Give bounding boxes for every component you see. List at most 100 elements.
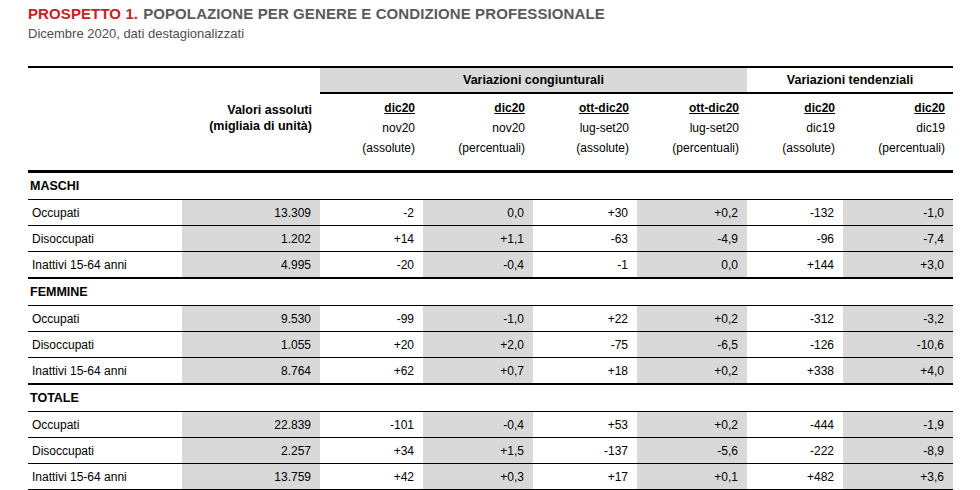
cell-value: -0,4 <box>423 252 533 279</box>
group-header-tendenziali: Variazioni tendenziali <box>747 67 953 93</box>
cell-value: 0,0 <box>423 200 533 226</box>
section-header-maschi: MASCHI <box>28 172 953 200</box>
period-denominator: nov20 <box>423 118 525 138</box>
page-title-text: POPOLAZIONE PER GENERE E CONDIZIONE PROF… <box>143 5 605 22</box>
cell-value: -1 <box>533 252 637 279</box>
cell-value: -2 <box>320 200 423 226</box>
period-numerator: ott-dic20 <box>533 98 629 118</box>
cell-value: 0,0 <box>637 252 747 279</box>
period-numerator: dic20 <box>843 98 945 118</box>
row-label: Occupati <box>28 412 182 438</box>
cell-value: +53 <box>533 412 637 438</box>
cell-value: -63 <box>533 226 637 252</box>
cell-value: -3,2 <box>843 306 953 332</box>
cell-value: +4,0 <box>843 358 953 385</box>
cell-value: +30 <box>533 200 637 226</box>
column-header-ottdic20-lugset20-percentuali: ott-dic20 lug-set20 (percentuali) <box>637 93 747 172</box>
period-numerator: dic20 <box>320 98 415 118</box>
cell-value: 8.764 <box>182 358 320 385</box>
table-row-totale-inattivi: Inattivi 15-64 anni 13.759 +42 +0,3 +17 … <box>28 464 953 490</box>
period-denominator: nov20 <box>320 118 415 138</box>
period-numerator: ott-dic20 <box>637 98 739 118</box>
cell-value: +17 <box>533 464 637 490</box>
cell-value: -8,9 <box>843 438 953 464</box>
cell-value: -132 <box>747 200 843 226</box>
cell-value: -75 <box>533 332 637 358</box>
cell-value: -126 <box>747 332 843 358</box>
cell-value: +0,3 <box>423 464 533 490</box>
corner-header-valori-assoluti: Valori assoluti (migliaia di unità) <box>28 93 320 172</box>
cell-value: +0,2 <box>637 200 747 226</box>
cell-value: +22 <box>533 306 637 332</box>
column-header-dic20-dic19-percentuali: dic20 dic19 (percentuali) <box>843 93 953 172</box>
cell-value: +34 <box>320 438 423 464</box>
period-denominator: dic19 <box>843 118 945 138</box>
period-denominator: lug-set20 <box>533 118 629 138</box>
section-header-label: TOTALE <box>28 384 953 412</box>
unit-label: (assolute) <box>747 138 835 158</box>
unit-label: (percentuali) <box>637 138 739 158</box>
cell-value: -10,6 <box>843 332 953 358</box>
column-header-ottdic20-lugset20-assolute: ott-dic20 lug-set20 (assolute) <box>533 93 637 172</box>
table-row-maschi-disoccupati: Disoccupati 1.202 +14 +1,1 -63 -4,9 -96 … <box>28 226 953 252</box>
period-denominator: lug-set20 <box>637 118 739 138</box>
unit-label: (percentuali) <box>423 138 525 158</box>
cell-value: -1,0 <box>843 200 953 226</box>
group-header-congiunturali: Variazioni congiunturali <box>320 67 747 93</box>
cell-value: -0,4 <box>423 412 533 438</box>
cell-value: -444 <box>747 412 843 438</box>
period-numerator: dic20 <box>423 98 525 118</box>
cell-value: +338 <box>747 358 843 385</box>
prospetto-number-label: PROSPETTO 1. <box>28 5 138 22</box>
table-row-femmine-occupati: Occupati 9.530 -99 -1,0 +22 +0,2 -312 -3… <box>28 306 953 332</box>
document-header: PROSPETTO 1. POPOLAZIONE PER GENERE E CON… <box>28 5 952 41</box>
row-label: Occupati <box>28 200 182 226</box>
cell-value: +0,1 <box>637 464 747 490</box>
row-label: Inattivi 15-64 anni <box>28 252 182 279</box>
table-row-femmine-inattivi: Inattivi 15-64 anni 8.764 +62 +0,7 +18 +… <box>28 358 953 385</box>
cell-value: +14 <box>320 226 423 252</box>
column-header-row: Valori assoluti (migliaia di unità) dic2… <box>28 93 953 172</box>
cell-value: +20 <box>320 332 423 358</box>
cell-value: -20 <box>320 252 423 279</box>
cell-value: 22.839 <box>182 412 320 438</box>
cell-value: -6,5 <box>637 332 747 358</box>
cell-value: 2.257 <box>182 438 320 464</box>
cell-value: -222 <box>747 438 843 464</box>
cell-value: -4,9 <box>637 226 747 252</box>
cell-value: 13.309 <box>182 200 320 226</box>
period-numerator: dic20 <box>747 98 835 118</box>
cell-value: 1.202 <box>182 226 320 252</box>
cell-value: +3,6 <box>843 464 953 490</box>
unit-label: (assolute) <box>320 138 415 158</box>
cell-value: +0,7 <box>423 358 533 385</box>
column-header-dic20-nov20-assolute: dic20 nov20 (assolute) <box>320 93 423 172</box>
cell-value: +0,2 <box>637 358 747 385</box>
cell-value: +482 <box>747 464 843 490</box>
cell-value: 9.530 <box>182 306 320 332</box>
section-header-totale: TOTALE <box>28 384 953 412</box>
unit-label: (assolute) <box>533 138 629 158</box>
cell-value: 1.055 <box>182 332 320 358</box>
column-header-dic20-nov20-percentuali: dic20 nov20 (percentuali) <box>423 93 533 172</box>
cell-value: 13.759 <box>182 464 320 490</box>
cell-value: -137 <box>533 438 637 464</box>
cell-value: -7,4 <box>843 226 953 252</box>
row-label: Disoccupati <box>28 226 182 252</box>
group-header-spacer <box>28 67 320 93</box>
cell-value: +0,2 <box>637 412 747 438</box>
cell-value: +1,5 <box>423 438 533 464</box>
section-header-label: MASCHI <box>28 172 953 200</box>
cell-value: +1,1 <box>423 226 533 252</box>
population-table: Variazioni congiunturali Variazioni tend… <box>28 66 953 490</box>
cell-value: -101 <box>320 412 423 438</box>
page-title: PROSPETTO 1. POPOLAZIONE PER GENERE E CON… <box>28 5 952 22</box>
cell-value: -96 <box>747 226 843 252</box>
table-row-totale-disoccupati: Disoccupati 2.257 +34 +1,5 -137 -5,6 -22… <box>28 438 953 464</box>
row-label: Inattivi 15-64 anni <box>28 464 182 490</box>
column-header-dic20-dic19-assolute: dic20 dic19 (assolute) <box>747 93 843 172</box>
cell-value: -312 <box>747 306 843 332</box>
table-row-femmine-disoccupati: Disoccupati 1.055 +20 +2,0 -75 -6,5 -126… <box>28 332 953 358</box>
cell-value: +0,2 <box>637 306 747 332</box>
table-row-totale-occupati: Occupati 22.839 -101 -0,4 +53 +0,2 -444 … <box>28 412 953 438</box>
